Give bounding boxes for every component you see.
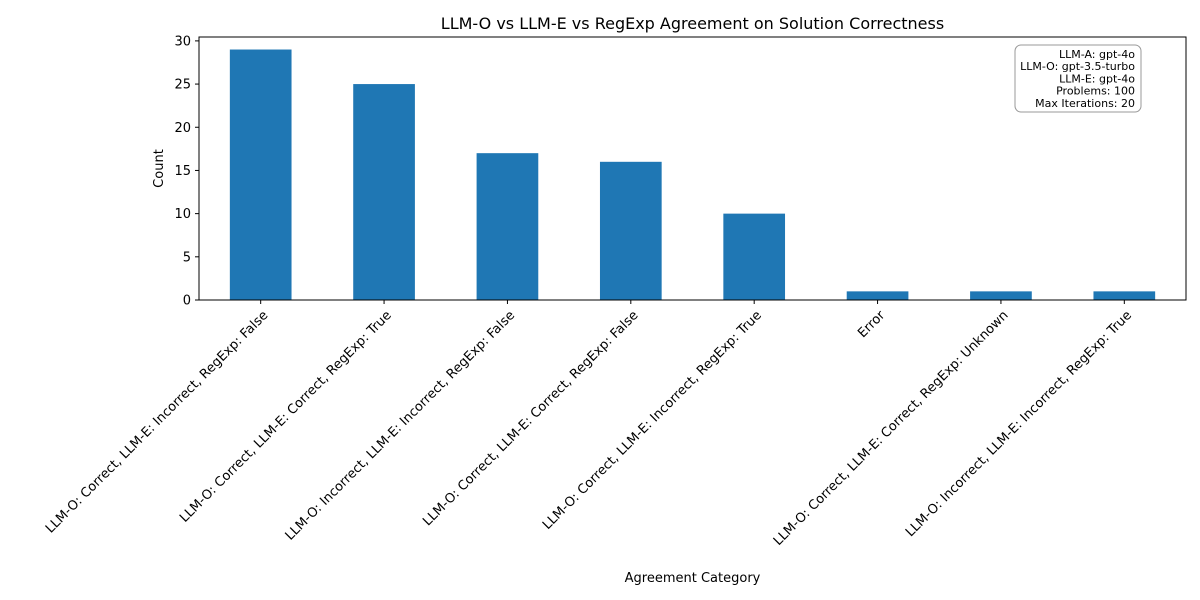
info-box-frame (1014, 44, 1142, 113)
x-tick-label: LLM-O: Correct, LLM-E: Correct, RegExp: … (177, 308, 395, 526)
info-box-line: Problems: 100 (1056, 85, 1135, 98)
bar (970, 291, 1032, 300)
plot-frame (198, 36, 1187, 301)
x-tick-label: LLM-O: Correct, LLM-E: Incorrect, RegExp… (43, 308, 271, 536)
bar (229, 49, 292, 301)
y-axis-title: Count (152, 149, 167, 188)
x-tick-label: LLM-O: Incorrect, LLM-E: Incorrect, RegE… (283, 308, 519, 544)
y-tick-label: 25 (174, 78, 191, 93)
x-tick-label: LLM-O: Correct, LLM-E: Incorrect, RegExp… (540, 308, 765, 533)
bar (723, 213, 786, 300)
x-axis: LLM-O: Correct, LLM-E: Incorrect, RegExp… (43, 300, 1135, 549)
bar (599, 161, 662, 300)
chart-title: LLM-O vs LLM-E vs RegExp Agreement on So… (441, 14, 944, 33)
x-tick-label: Error (855, 308, 888, 341)
y-tick-label: 0 (183, 294, 191, 309)
y-tick-label: 30 (174, 34, 191, 49)
y-axis: 0 5 10 15 20 25 30 (174, 34, 199, 309)
x-tick-label: LLM-O: Correct, LLM-E: Correct, RegExp: … (771, 308, 1012, 549)
x-tick-label: LLM-O: Correct, LLM-E: Correct, RegExp: … (420, 308, 641, 529)
x-axis-title: Agreement Category (625, 571, 761, 586)
info-box-line: LLM-E: gpt-4o (1059, 72, 1135, 85)
bars-group (229, 49, 1156, 301)
info-box-line: LLM-A: gpt-4o (1059, 48, 1135, 61)
bar (476, 153, 539, 300)
bar (1093, 291, 1156, 300)
y-tick-label: 5 (183, 250, 191, 265)
y-tick-label: 10 (174, 207, 191, 222)
y-tick-label: 15 (174, 164, 191, 179)
bar (353, 84, 415, 300)
x-tick-label: LLM-O: Incorrect, LLM-E: Incorrect, RegE… (903, 308, 1135, 540)
bar (846, 291, 909, 300)
info-box-line: LLM-O: gpt-3.5-turbo (1020, 60, 1135, 73)
info-box-line: Max Iterations: 20 (1035, 97, 1135, 110)
y-tick-label: 20 (174, 121, 191, 136)
